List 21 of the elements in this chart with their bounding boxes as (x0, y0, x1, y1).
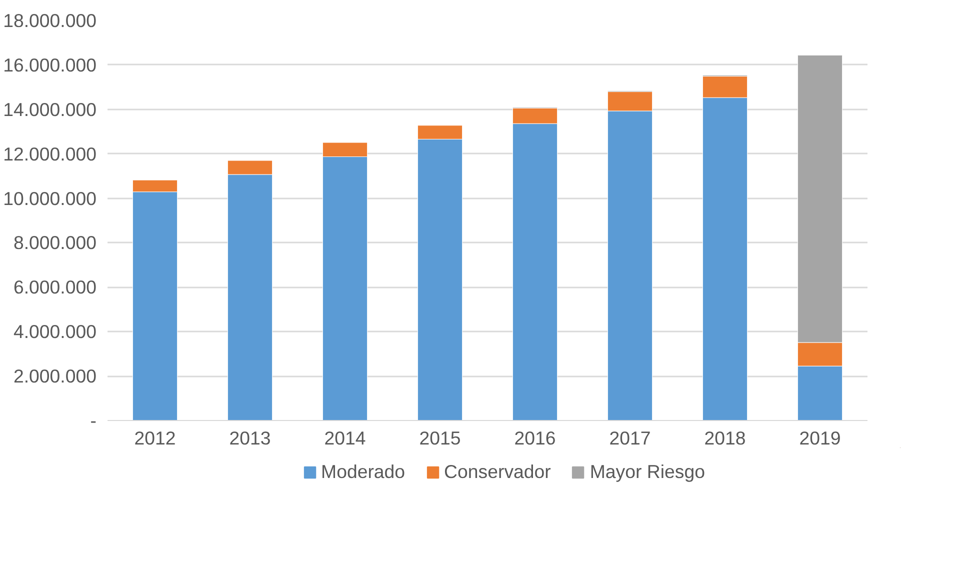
y-tick-label: 12.000.000 (3, 143, 97, 164)
x-tick-label: 2015 (419, 428, 461, 448)
x-tick-label: 2013 (229, 428, 271, 448)
x-tick-label: 2012 (134, 428, 176, 448)
legend-label: Moderado (321, 461, 406, 483)
y-tick-label: 8.000.000 (14, 232, 97, 254)
x-tick-label: 2018 (704, 428, 746, 448)
y-tick-label: 10.000.000 (3, 188, 97, 209)
y-tick-label: 14.000.000 (3, 98, 97, 120)
legend-label: Conservador (444, 461, 551, 483)
y-tick-label: 16.000.000 (3, 54, 97, 76)
x-tick-label: 2019 (799, 428, 841, 448)
y-tick-label: 18.000.000 (3, 10, 97, 31)
y-tick-label: - (90, 410, 97, 431)
y-tick-label: 4.000.000 (14, 321, 97, 342)
x-tick-label: 2014 (324, 428, 366, 448)
y-tick-label: 6.000.000 (14, 276, 97, 298)
legend-label: Mayor Riesgo (590, 461, 705, 483)
x-tick-label: 2017 (609, 428, 651, 448)
x-tick-label: 2016 (514, 428, 556, 448)
y-tick-label: 2.000.000 (14, 366, 97, 387)
